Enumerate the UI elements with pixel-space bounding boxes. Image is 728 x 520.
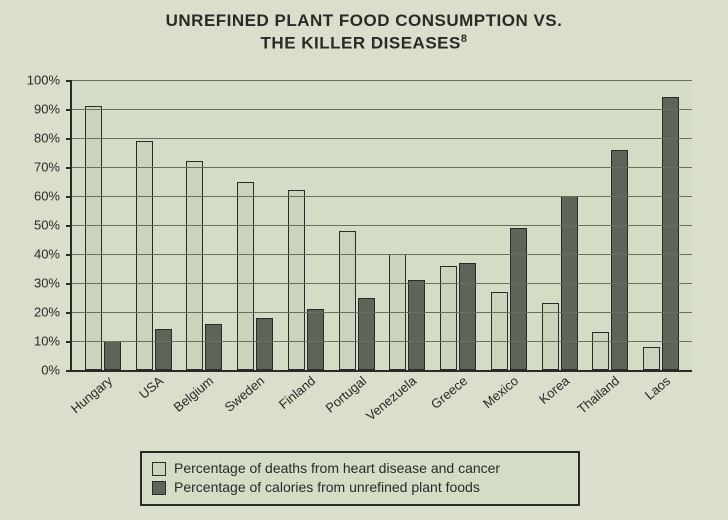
x-axis-label: Finland xyxy=(276,373,318,412)
title-superscript: 8 xyxy=(461,33,468,45)
title-line1: UNREFINED PLANT FOOD CONSUMPTION VS. xyxy=(166,11,563,30)
y-tick xyxy=(66,80,72,82)
bar-deaths xyxy=(288,190,305,370)
legend-item-calories: Percentage of calories from unrefined pl… xyxy=(152,478,568,498)
legend-swatch-dark xyxy=(152,481,166,495)
bar-calories xyxy=(510,228,527,370)
y-axis-label: 70% xyxy=(0,160,60,175)
bar-deaths xyxy=(136,141,153,370)
y-axis-label: 40% xyxy=(0,247,60,262)
y-tick xyxy=(66,370,72,372)
bar-calories xyxy=(104,341,121,370)
y-tick xyxy=(66,341,72,343)
x-axis-label: Greece xyxy=(428,373,470,412)
y-tick xyxy=(66,109,72,111)
x-axis-label: Portugal xyxy=(322,373,369,416)
bar-deaths xyxy=(339,231,356,370)
bar-calories xyxy=(408,280,425,370)
y-axis-label: 90% xyxy=(0,102,60,117)
gridline xyxy=(72,196,692,197)
bar-calories xyxy=(155,329,172,370)
x-axis-label: USA xyxy=(136,373,166,402)
y-tick xyxy=(66,312,72,314)
x-axis-label: Korea xyxy=(536,373,572,407)
x-axis-label: Mexico xyxy=(480,373,521,411)
bar-calories xyxy=(205,324,222,370)
gridline xyxy=(72,80,692,81)
gridline xyxy=(72,312,692,313)
bar-calories xyxy=(358,298,375,371)
chart-plot-area: HungaryUSABelgiumSwedenFinlandPortugalVe… xyxy=(70,80,692,372)
gridline xyxy=(72,283,692,284)
bar-deaths xyxy=(592,332,609,370)
x-axis-label: Thailand xyxy=(575,373,623,417)
y-axis-label: 0% xyxy=(0,363,60,378)
legend-label-calories: Percentage of calories from unrefined pl… xyxy=(174,478,480,498)
y-tick xyxy=(66,254,72,256)
y-axis-label: 60% xyxy=(0,189,60,204)
bar-deaths xyxy=(542,303,559,370)
bar-calories xyxy=(307,309,324,370)
y-axis-label: 80% xyxy=(0,131,60,146)
y-tick xyxy=(66,283,72,285)
gridline xyxy=(72,225,692,226)
chart-title: UNREFINED PLANT FOOD CONSUMPTION VS. THE… xyxy=(0,0,728,55)
x-axis-label: Hungary xyxy=(68,373,115,416)
page-root: UNREFINED PLANT FOOD CONSUMPTION VS. THE… xyxy=(0,0,728,520)
y-axis-label: 30% xyxy=(0,276,60,291)
bar-calories xyxy=(256,318,273,370)
y-tick xyxy=(66,167,72,169)
bar-deaths xyxy=(186,161,203,370)
y-axis-label: 50% xyxy=(0,218,60,233)
gridline xyxy=(72,138,692,139)
x-axis-label: Sweden xyxy=(222,373,268,415)
legend-swatch-light xyxy=(152,462,166,476)
x-axis-label: Venezuela xyxy=(363,373,419,424)
gridline xyxy=(72,254,692,255)
bar-deaths xyxy=(85,106,102,370)
x-axis-label: Belgium xyxy=(171,373,217,415)
legend-label-deaths: Percentage of deaths from heart disease … xyxy=(174,459,500,479)
bar-calories xyxy=(459,263,476,370)
legend-item-deaths: Percentage of deaths from heart disease … xyxy=(152,459,568,479)
gridline xyxy=(72,341,692,342)
bar-deaths xyxy=(643,347,660,370)
y-axis-label: 20% xyxy=(0,305,60,320)
legend-box: Percentage of deaths from heart disease … xyxy=(140,451,580,506)
y-tick xyxy=(66,138,72,140)
gridline xyxy=(72,109,692,110)
bar-calories xyxy=(611,150,628,370)
bar-deaths xyxy=(491,292,508,370)
y-tick xyxy=(66,196,72,198)
x-axis-label: Laos xyxy=(642,373,673,403)
y-axis-label: 100% xyxy=(0,73,60,88)
y-axis-label: 10% xyxy=(0,334,60,349)
title-line2: THE KILLER DISEASES xyxy=(261,34,461,53)
y-tick xyxy=(66,225,72,227)
bar-deaths xyxy=(440,266,457,370)
gridline xyxy=(72,167,692,168)
